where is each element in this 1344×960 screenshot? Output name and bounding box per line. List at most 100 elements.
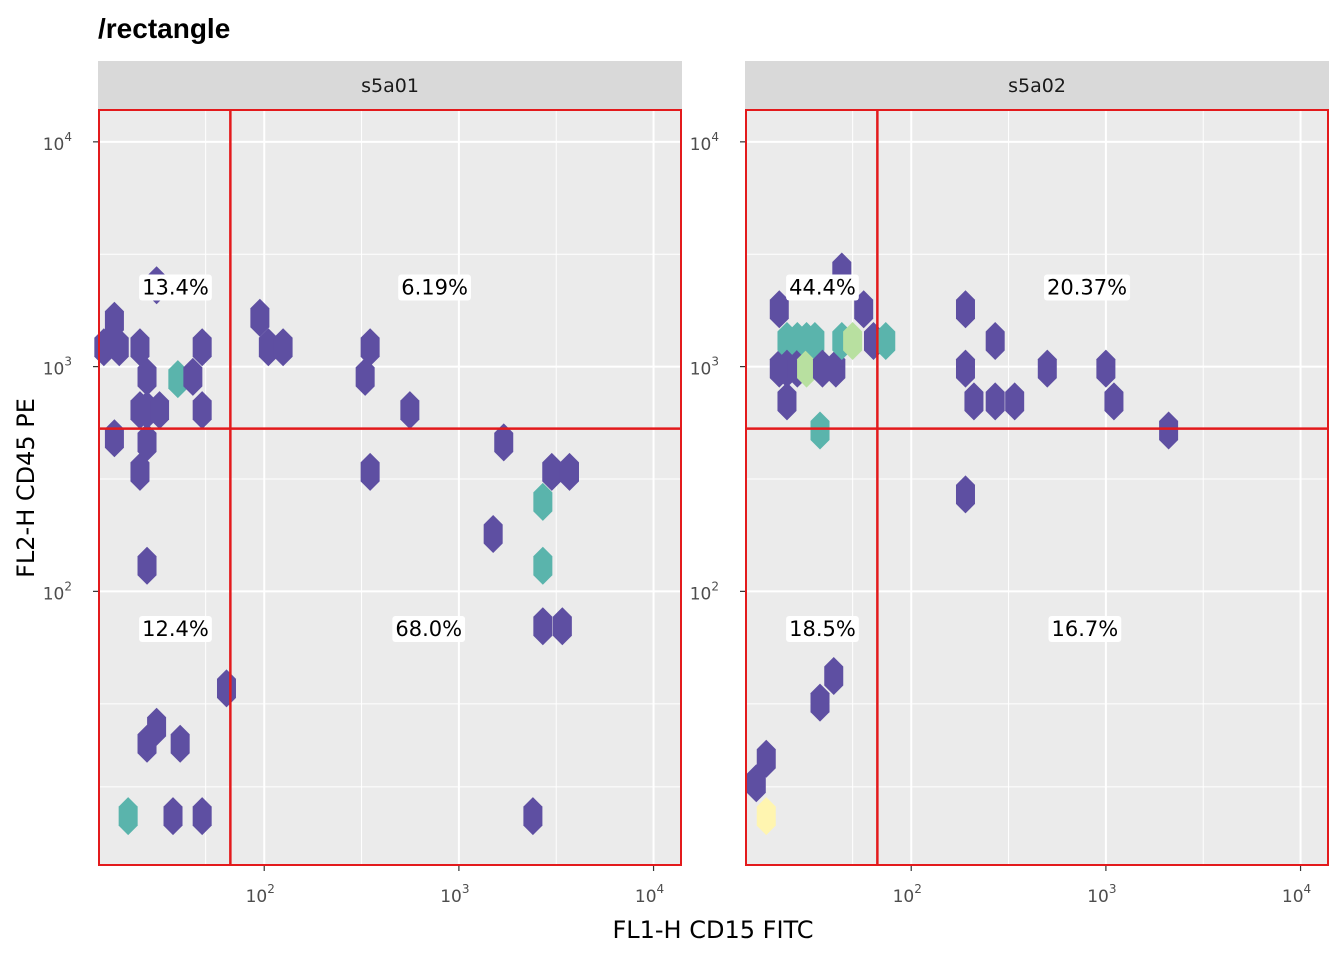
hexbin (756, 797, 776, 836)
hexbin (1037, 349, 1057, 388)
hexbin (130, 391, 150, 430)
y-tick-label: 104 (690, 130, 719, 155)
hexbin (756, 739, 776, 778)
strip-background (98, 61, 682, 109)
strip-label: s5a02 (1008, 75, 1066, 97)
hexbin (955, 349, 975, 388)
hexbin (170, 724, 190, 763)
hexbin (964, 382, 984, 421)
hexbin (130, 328, 150, 367)
hexbin (843, 321, 863, 360)
plot-title: /rectangle (98, 13, 230, 44)
hexbin (192, 797, 212, 836)
hexbin (826, 349, 846, 388)
hexbin (130, 452, 150, 491)
quadrant-percent-label: 44.4% (789, 275, 856, 299)
panel-background (98, 109, 682, 866)
hexbin (118, 797, 138, 836)
facet-panels: s5a01 13.4% 6.19% 12.4% 68.0% 102 103 104 102 103… (43, 61, 1329, 907)
hexbin (797, 349, 817, 388)
hexbin (250, 298, 270, 337)
hexbin (1005, 382, 1025, 421)
hexbin (109, 328, 129, 367)
hexbin (876, 321, 896, 360)
x-tick-label: 102 (246, 882, 275, 907)
strip-label: s5a01 (361, 75, 419, 97)
hexbin (985, 321, 1005, 360)
x-tick-label: 103 (1087, 882, 1116, 907)
quadrant-label-background (139, 274, 212, 301)
hexbin (559, 452, 579, 491)
y-tick-label: 104 (43, 130, 72, 155)
panel-background (745, 109, 1329, 866)
hexbin (955, 475, 975, 514)
y-tick-label: 103 (690, 355, 719, 380)
quadrant-percent-label: 13.4% (142, 275, 209, 299)
gate-rectangle (98, 109, 682, 866)
quadrant-label-background (1048, 616, 1122, 643)
hexbin (137, 724, 157, 763)
hexbin (542, 452, 562, 491)
x-tick-label: 104 (1282, 882, 1311, 907)
x-tick-label: 104 (635, 882, 664, 907)
hexbin (163, 797, 183, 836)
facet-panel-s5a02: s5a02 44.4% 20.37% 18.5% 16.7% 102 103 104 102 10… (690, 61, 1329, 907)
hexbin (805, 321, 825, 360)
hexbin (273, 328, 293, 367)
hexbin (192, 391, 212, 430)
hexbin (533, 546, 553, 585)
quadrant-label-background (786, 616, 859, 643)
quadrant-percent-label: 20.37% (1047, 275, 1127, 299)
hexbin (483, 514, 503, 553)
hexbin (355, 357, 375, 396)
hexbin (137, 546, 157, 585)
hexbin (168, 360, 188, 399)
hexbin (137, 357, 157, 396)
y-tick-label: 102 (690, 579, 719, 604)
hexbin (258, 328, 278, 367)
quadrant-label-background (786, 274, 859, 301)
x-tick-label: 103 (440, 882, 469, 907)
strip-background (745, 61, 1329, 109)
gate-rectangle (745, 109, 1329, 866)
hexbin (769, 290, 789, 329)
hexbin (955, 290, 975, 329)
hexbin (360, 452, 380, 491)
hexbin (533, 607, 553, 646)
hexbin (192, 328, 212, 367)
x-tick-label: 102 (893, 882, 922, 907)
hexbin (824, 657, 844, 696)
hexbin (494, 423, 514, 462)
hexbin (777, 382, 797, 421)
hexbin (810, 683, 830, 722)
quadrant-label-background (139, 616, 212, 643)
quadrant-percent-label: 68.0% (395, 617, 462, 641)
y-tick-label: 102 (43, 579, 72, 604)
quadrant-percent-label: 6.19% (401, 275, 468, 299)
hexbin (985, 382, 1005, 421)
quadrant-percent-label: 12.4% (142, 617, 209, 641)
quadrant-label-background (392, 616, 466, 643)
hexbin (400, 391, 420, 430)
quadrant-percent-label: 18.5% (789, 617, 856, 641)
hexbin (746, 764, 766, 803)
hexbin (1096, 349, 1116, 388)
hexbin (1104, 382, 1124, 421)
hexbin (183, 357, 203, 396)
y-axis-title: FL2-H CD45 PE (12, 398, 40, 578)
facet-panel-s5a01: s5a01 13.4% 6.19% 12.4% 68.0% 102 103 104 102 103… (43, 61, 682, 907)
quadrant-percent-label: 16.7% (1052, 617, 1119, 641)
y-tick-label: 103 (43, 355, 72, 380)
hexbin (137, 423, 157, 462)
hexbin (854, 290, 874, 329)
x-axis-title: FL1-H CD15 FITC (612, 916, 813, 944)
hexbin (523, 797, 543, 836)
hexbin (810, 411, 830, 450)
quadrant-label-background (398, 274, 471, 301)
quadrant-label-background (1043, 274, 1131, 301)
hexbin (360, 328, 380, 367)
hexbin (150, 391, 170, 430)
hexbin (533, 482, 553, 521)
hexbin (552, 607, 572, 646)
